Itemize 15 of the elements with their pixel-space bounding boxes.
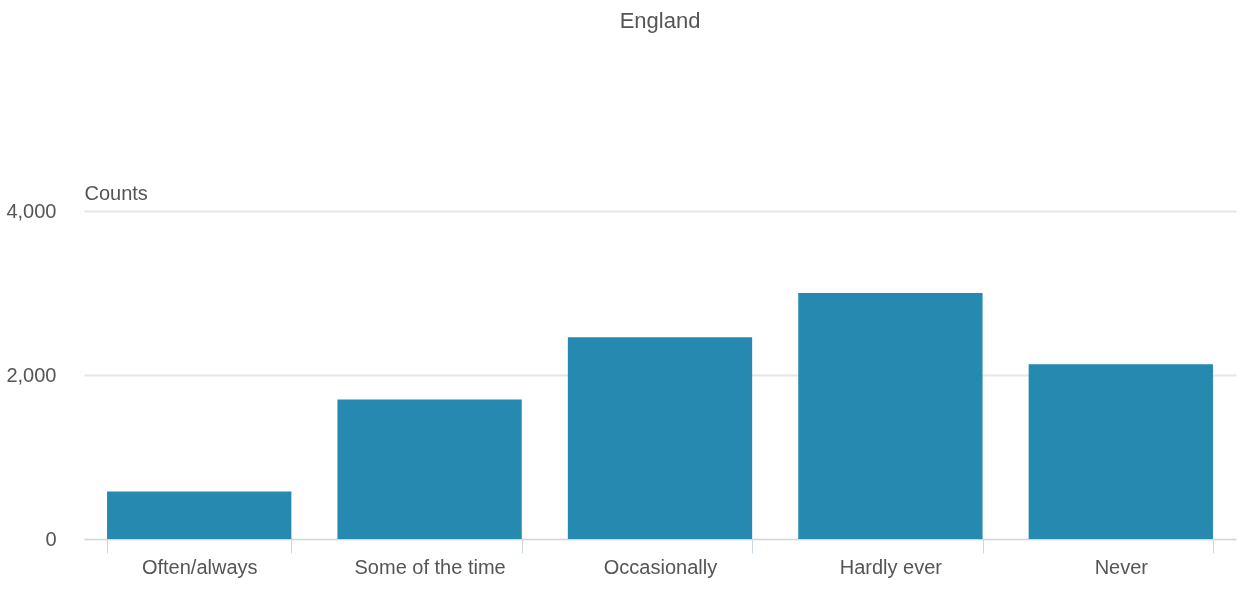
x-tick-label: Often/always — [141, 555, 258, 578]
y-tick-label: 4,000 — [6, 199, 57, 222]
bar — [337, 399, 522, 539]
chart-title: England — [619, 8, 701, 33]
y-axis-title: Counts — [84, 181, 148, 204]
bar — [798, 293, 983, 539]
x-tick-label: Some of the time — [354, 555, 506, 578]
bar — [567, 337, 753, 539]
x-tick-label: Hardly ever — [839, 555, 943, 578]
bar — [107, 491, 292, 539]
y-tick-label: 0 — [45, 527, 57, 550]
x-tick-label: Never — [1094, 555, 1149, 578]
x-tick-label: Occasionally — [603, 555, 718, 578]
bar — [1028, 364, 1213, 539]
y-tick-label: 2,000 — [6, 363, 57, 386]
